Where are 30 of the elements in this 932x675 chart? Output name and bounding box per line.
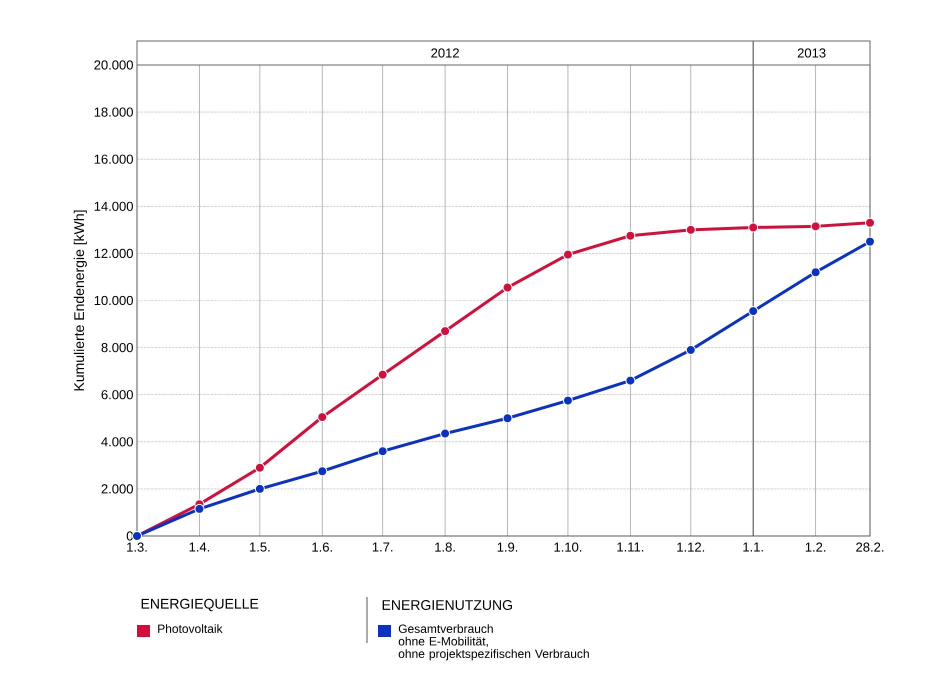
x-tick-label: 1.6. [312, 542, 332, 552]
legend-label: Photovoltaik [158, 624, 223, 634]
y-tick-label: 10.000 [94, 296, 133, 306]
x-tick-label: 1.5. [250, 542, 270, 552]
y-tick-label: 4.000 [101, 437, 133, 446]
y-tick-label: 6.000 [102, 390, 133, 400]
text: ENERGIEQUELLE [142, 598, 258, 612]
x-tick-label: 1.10. [554, 542, 582, 552]
x-tick-label: 1.11. [617, 542, 644, 552]
x-tick-label: 28.2. [856, 542, 884, 552]
y-tick-label: 20.000 [94, 60, 133, 70]
x-tick-label: 1.4. [190, 542, 210, 552]
y-tick-label: 12.000 [94, 248, 133, 258]
x-tick-label: 1.1. [743, 542, 763, 552]
x-tick-label: 1.2. [806, 542, 826, 552]
x-tick-label: 1.8. [435, 542, 455, 552]
x-tick-label: 1.7. [372, 542, 392, 552]
y-tick-label: 18.000 [94, 107, 133, 117]
text: 2012 [431, 48, 459, 58]
y-tick-label: 8.000 [102, 342, 133, 352]
y-tick-label: 14.000 [94, 202, 133, 211]
x-tick-label: 1.12. [677, 542, 704, 552]
legend-label: Gesamtverbrauch ohne E-Mobilität, ohne projektspezifischen Verbrauch [398, 624, 589, 660]
x-tick-label: 1.3. [127, 542, 147, 552]
y-tick-label: 16.000 [94, 154, 133, 164]
x-tick-label: 1.9. [498, 542, 518, 552]
text: ENERGIENUTZUNG [382, 600, 512, 610]
text: 2013 [798, 48, 826, 58]
y-tick-label: 2.000 [102, 484, 133, 494]
y-axis-title: Kumulierte Endenergie [kWh] [74, 210, 87, 390]
